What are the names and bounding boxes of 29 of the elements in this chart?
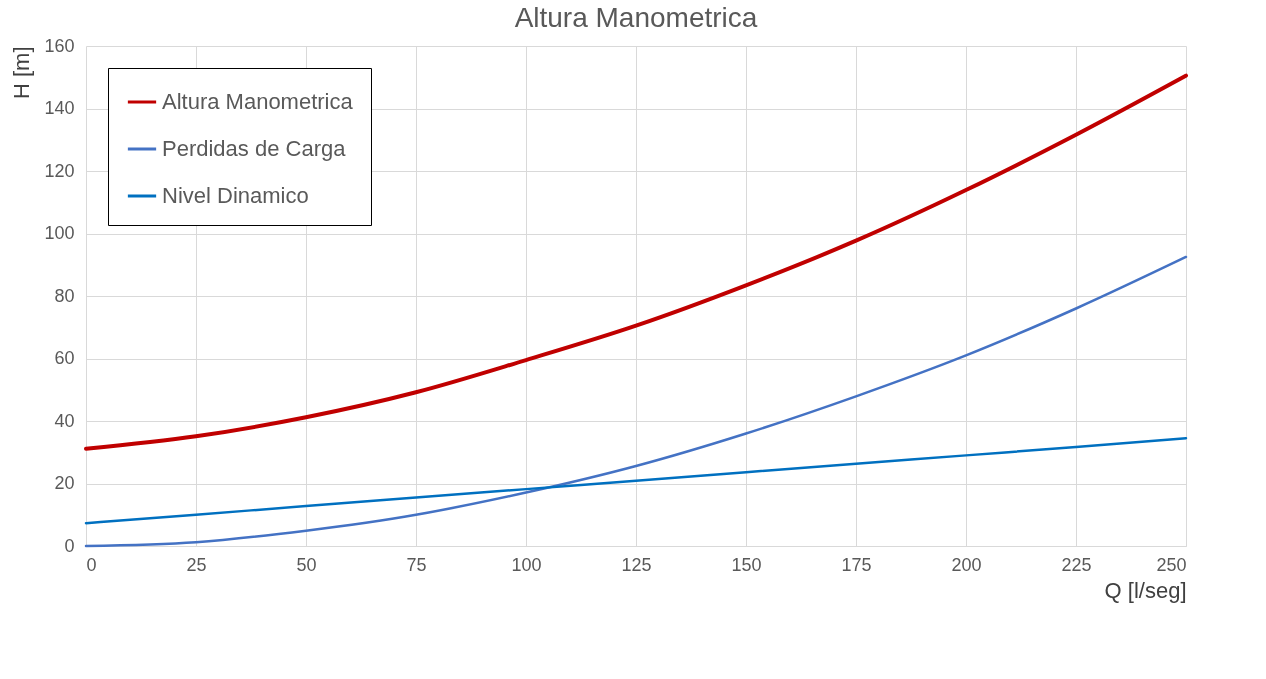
y-tick-label: 120 <box>44 160 75 181</box>
legend-label: Nivel Dinamico <box>162 183 309 208</box>
y-tick-label: 80 <box>54 285 75 306</box>
legend-label: Perdidas de Carga <box>162 136 347 161</box>
x-tick-label: 175 <box>841 554 872 575</box>
x-tick-label: 150 <box>731 554 762 575</box>
y-tick-label: 20 <box>54 473 75 493</box>
y-tick-label: 100 <box>44 223 75 243</box>
x-tick-label: 200 <box>951 554 982 575</box>
line-series <box>84 73 1188 451</box>
x-tick-label: 25 <box>186 554 207 575</box>
y-axis-title: H [m] <box>9 46 35 100</box>
legend-label: Altura Manometrica <box>162 89 354 114</box>
x-tick-label: 75 <box>406 554 427 575</box>
y-tick-label: 0 <box>64 535 75 556</box>
x-tick-label: 50 <box>296 554 317 575</box>
line-series <box>84 436 1188 525</box>
x-tick-label: 125 <box>621 554 652 575</box>
x-tick-label: 0 <box>86 554 97 575</box>
y-tick-label: 140 <box>44 98 75 118</box>
y-tick-label: 60 <box>54 348 75 368</box>
line-series <box>84 255 1188 548</box>
x-tick-label: 250 <box>1156 554 1187 575</box>
chart-title: Altura Manometrica <box>514 2 758 33</box>
x-tick-label: 225 <box>1061 554 1092 575</box>
y-tick-label: 160 <box>44 35 75 56</box>
x-axis-title: Q [l/seg] <box>1104 577 1187 603</box>
x-tick-label: 100 <box>511 554 542 575</box>
y-tick-label: 40 <box>54 410 75 431</box>
